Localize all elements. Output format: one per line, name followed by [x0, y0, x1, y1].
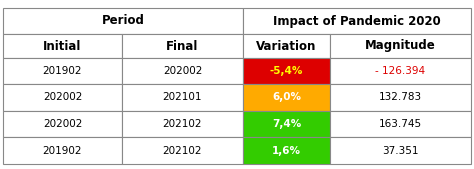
Bar [330, 137, 471, 164]
Bar [122, 34, 243, 58]
Text: 201902: 201902 [43, 66, 82, 76]
Bar [243, 84, 330, 111]
Bar [243, 58, 330, 84]
Bar [243, 111, 330, 137]
Bar [3, 8, 243, 34]
Text: 201902: 201902 [43, 146, 82, 155]
Text: 132.783: 132.783 [379, 92, 422, 103]
Text: Impact of Pandemic 2020: Impact of Pandemic 2020 [273, 15, 441, 28]
Text: 202102: 202102 [163, 119, 202, 129]
Bar [122, 111, 243, 137]
Text: Final: Final [166, 40, 199, 53]
Text: 202102: 202102 [163, 146, 202, 155]
Text: 37.351: 37.351 [382, 146, 419, 155]
Bar [122, 137, 243, 164]
Bar [243, 34, 330, 58]
Bar [3, 111, 122, 137]
Text: 202101: 202101 [163, 92, 202, 103]
Text: Magnitude: Magnitude [365, 40, 436, 53]
Bar [3, 84, 122, 111]
Text: Variation: Variation [256, 40, 317, 53]
Bar [3, 34, 122, 58]
Text: Initial: Initial [43, 40, 82, 53]
Bar [330, 84, 471, 111]
Text: - 126.394: - 126.394 [375, 66, 426, 76]
Bar [3, 58, 122, 84]
Text: 1,6%: 1,6% [272, 146, 301, 155]
Text: 7,4%: 7,4% [272, 119, 301, 129]
Bar [243, 137, 330, 164]
Bar [243, 8, 471, 34]
Bar [122, 58, 243, 84]
Bar [330, 111, 471, 137]
Text: 6,0%: 6,0% [272, 92, 301, 103]
Text: 202002: 202002 [43, 92, 82, 103]
Bar [3, 137, 122, 164]
Text: 202002: 202002 [163, 66, 202, 76]
Bar [330, 58, 471, 84]
Text: 163.745: 163.745 [379, 119, 422, 129]
Text: -5,4%: -5,4% [270, 66, 303, 76]
Text: 202002: 202002 [43, 119, 82, 129]
Bar [330, 34, 471, 58]
Bar [122, 84, 243, 111]
Text: Period: Period [101, 15, 145, 28]
